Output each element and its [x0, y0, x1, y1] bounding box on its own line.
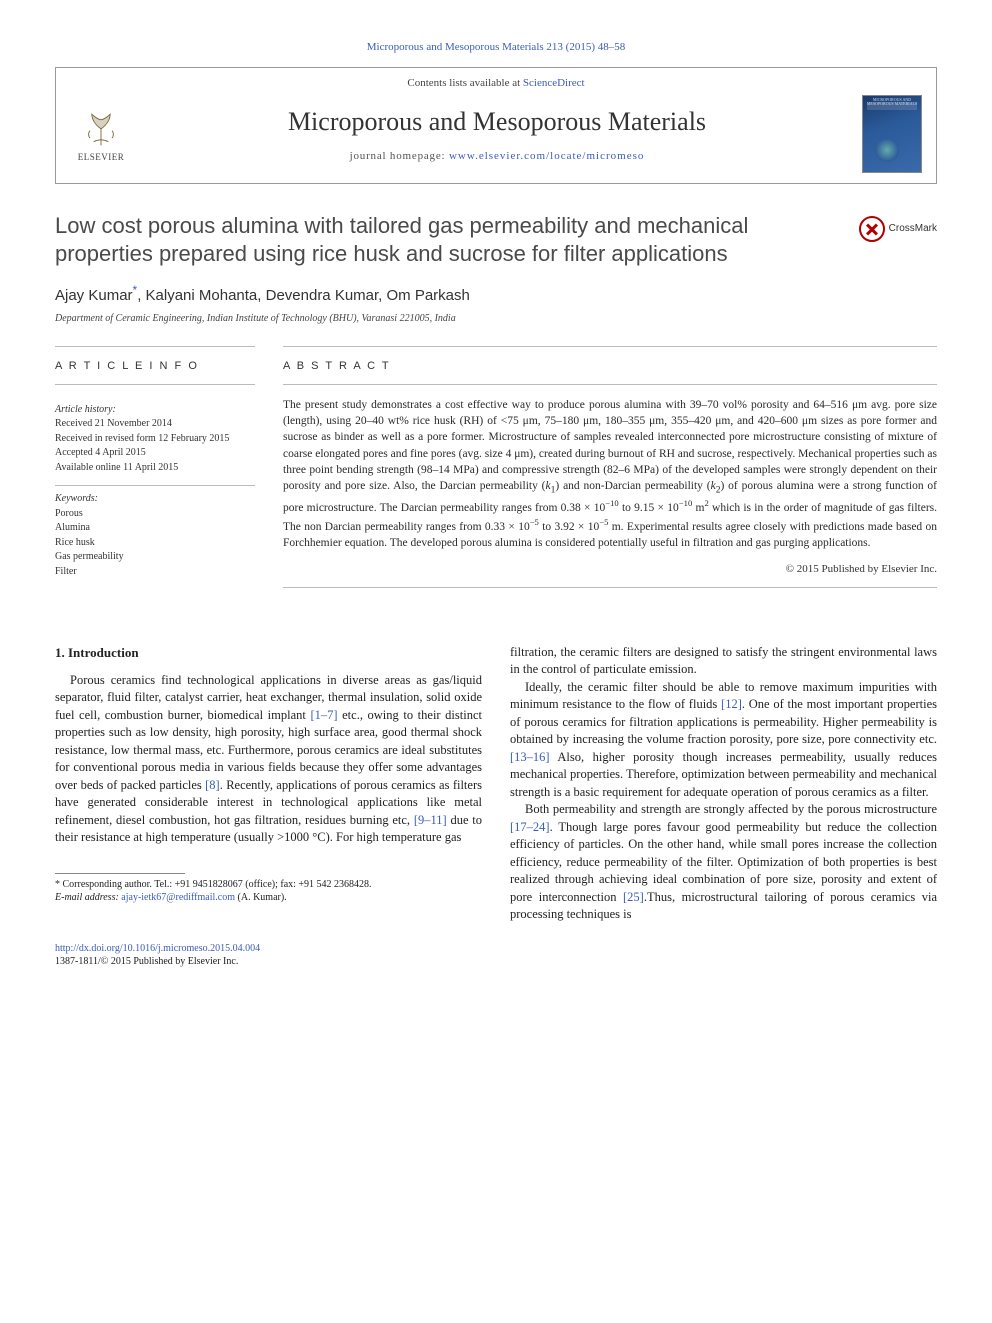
sciencedirect-link[interactable]: ScienceDirect	[523, 77, 585, 89]
email-label: E-mail address:	[55, 892, 119, 903]
journal-cover-thumb: MICROPOROUS AND MESOPOROUS MATERIALS	[862, 95, 922, 173]
homepage-prefix: journal homepage:	[350, 150, 449, 162]
keyword: Alumina	[55, 521, 255, 536]
journal-name: Microporous and Mesoporous Materials	[144, 104, 850, 139]
crossmark-label: CrossMark	[889, 222, 937, 236]
article-title: Low cost porous alumina with tailored ga…	[55, 212, 859, 268]
elsevier-tree-icon	[79, 105, 123, 149]
star-icon: *	[55, 879, 63, 890]
running-citation: Microporous and Mesoporous Materials 213…	[55, 40, 937, 55]
body-two-column: 1. Introduction Porous ceramics find tec…	[55, 644, 937, 924]
crossmark-badge[interactable]: CrossMark	[859, 212, 937, 242]
corresponding-footnote: * Corresponding author. Tel.: +91 945182…	[55, 878, 482, 905]
body-paragraph: Ideally, the ceramic filter should be ab…	[510, 679, 937, 802]
body-paragraph: filtration, the ceramic filters are desi…	[510, 644, 937, 679]
abstract-text: The present study demonstrates a cost ef…	[283, 397, 937, 552]
contents-line: Contents lists available at ScienceDirec…	[70, 76, 922, 91]
keywords-label: Keywords:	[55, 492, 255, 507]
article-info-heading: A R T I C L E I N F O	[55, 359, 255, 374]
history-online: Available online 11 April 2015	[55, 461, 255, 476]
body-paragraph: Porous ceramics find technological appli…	[55, 672, 482, 847]
history-revised: Received in revised form 12 February 201…	[55, 432, 255, 447]
doi-link[interactable]: http://dx.doi.org/10.1016/j.micromeso.20…	[55, 943, 260, 954]
footer: http://dx.doi.org/10.1016/j.micromeso.20…	[55, 942, 937, 969]
journal-header: Contents lists available at ScienceDirec…	[55, 67, 937, 184]
divider	[283, 346, 937, 347]
section-heading-intro: 1. Introduction	[55, 644, 482, 662]
footnote-separator	[55, 873, 185, 874]
elsevier-logo: ELSEVIER	[70, 105, 132, 163]
divider	[55, 384, 255, 385]
corresponding-email-link[interactable]: ajay-ietk67@rediffmail.com	[121, 892, 235, 903]
abstract-copyright: © 2015 Published by Elsevier Inc.	[283, 562, 937, 577]
keyword: Filter	[55, 565, 255, 580]
email-person: (A. Kumar).	[238, 892, 287, 903]
crossmark-icon	[859, 216, 885, 242]
contents-prefix: Contents lists available at	[407, 77, 522, 89]
body-paragraph: Both permeability and strength are stron…	[510, 801, 937, 924]
keyword: Porous	[55, 507, 255, 522]
history-received: Received 21 November 2014	[55, 417, 255, 432]
issn-copyright: 1387-1811/© 2015 Published by Elsevier I…	[55, 956, 238, 967]
keyword: Gas permeability	[55, 550, 255, 565]
history-label: Article history:	[55, 403, 255, 418]
divider	[55, 346, 255, 347]
article-info-column: A R T I C L E I N F O Article history: R…	[55, 346, 255, 600]
footnote-text: Corresponding author. Tel.: +91 94518280…	[63, 879, 372, 890]
divider	[283, 587, 937, 588]
affiliation: Department of Ceramic Engineering, India…	[55, 312, 937, 326]
cover-label: MICROPOROUS AND MESOPOROUS MATERIALS	[866, 98, 918, 107]
divider	[55, 485, 255, 486]
keyword: Rice husk	[55, 536, 255, 551]
history-accepted: Accepted 4 April 2015	[55, 446, 255, 461]
homepage-link[interactable]: www.elsevier.com/locate/micromeso	[449, 150, 644, 162]
authors-line: Ajay Kumar*, Kalyani Mohanta, Devendra K…	[55, 282, 937, 306]
journal-homepage: journal homepage: www.elsevier.com/locat…	[144, 149, 850, 164]
abstract-heading: A B S T R A C T	[283, 359, 937, 374]
divider	[283, 384, 937, 385]
abstract-column: A B S T R A C T The present study demons…	[283, 346, 937, 600]
elsevier-wordmark: ELSEVIER	[70, 151, 132, 163]
